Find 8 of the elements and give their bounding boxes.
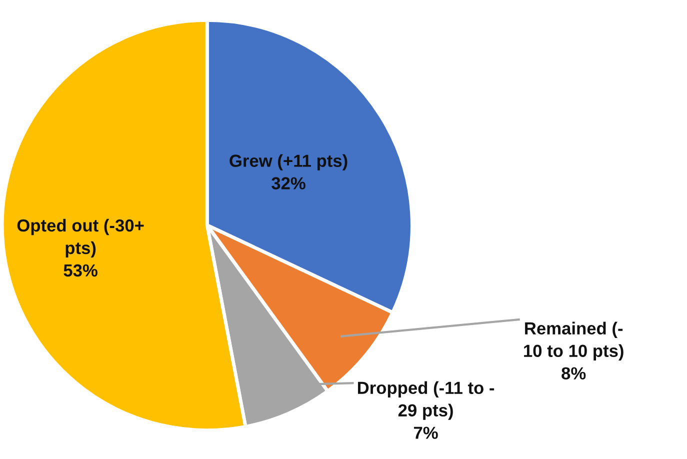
data-label: 53%: [64, 264, 98, 277]
data-label: 7%: [414, 426, 438, 439]
slice-label: Dropped (-11 to - 29 pts): [358, 381, 494, 420]
slice-label: Opted out (-30+ pts): [17, 218, 144, 258]
data-label: 32%: [272, 177, 306, 190]
slice-label: Grew (+11 pts): [230, 154, 348, 170]
slice-label: Remained (- 10 to 10 pts): [524, 322, 624, 360]
data-label: 8%: [562, 367, 586, 380]
